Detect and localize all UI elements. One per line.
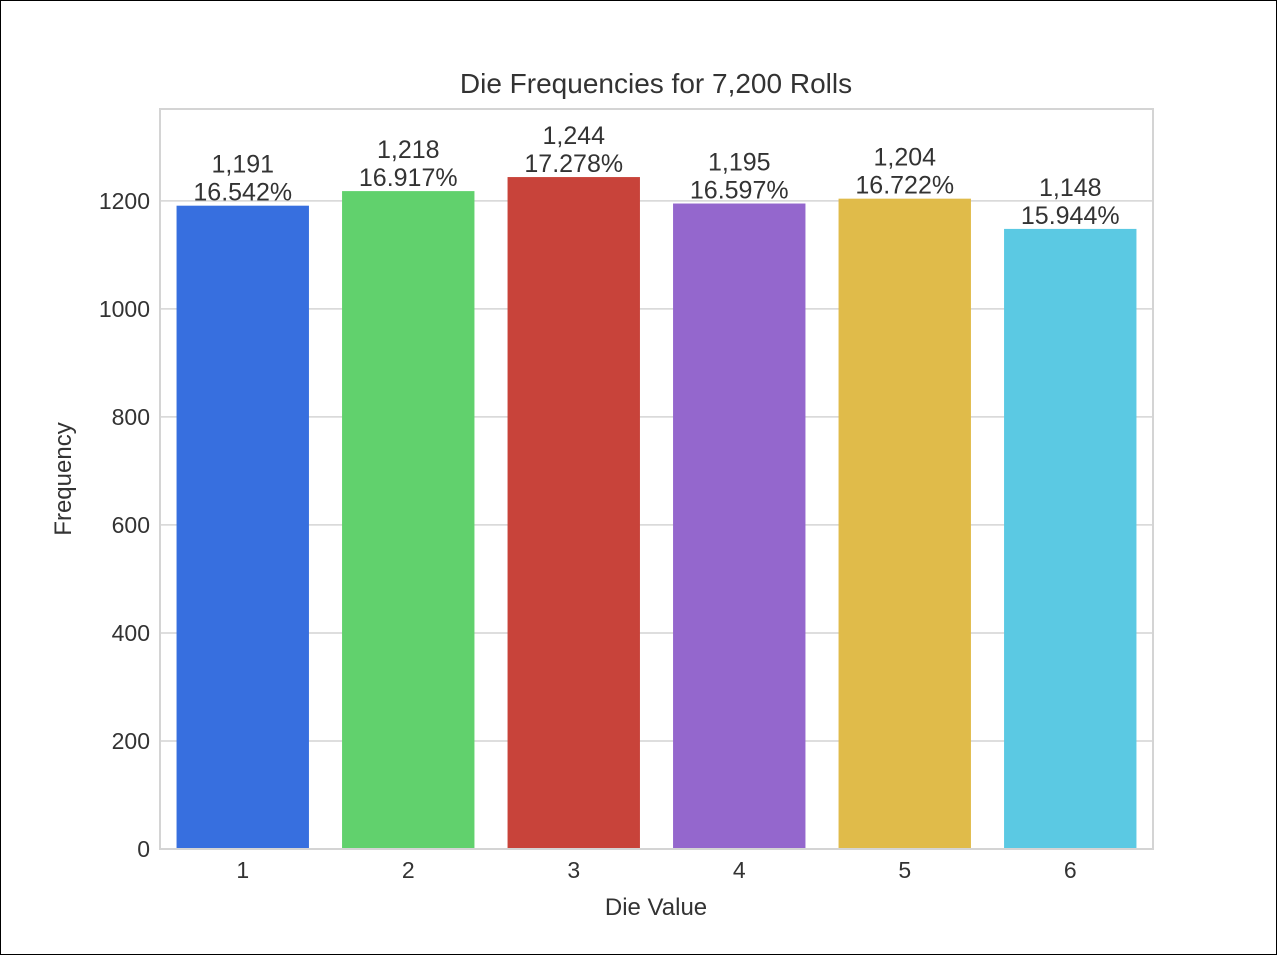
y-tick-label: 600 <box>112 512 150 538</box>
bar-4 <box>673 203 806 850</box>
data-label-count: 1,148 <box>1039 174 1102 202</box>
data-label-percent: 17.278% <box>524 150 623 178</box>
chart-title: Die Frequencies for 7,200 Rolls <box>460 68 852 99</box>
x-tick-labels: 1 2 3 4 5 6 <box>236 857 1076 883</box>
bar-3 <box>507 177 640 849</box>
data-label-count: 1,191 <box>211 151 274 179</box>
plot-frame <box>159 108 1154 850</box>
data-label-percent: 15.944% <box>1021 202 1120 230</box>
data-label-count: 1,218 <box>377 136 440 164</box>
y-tick-labels: 0 200 400 600 800 1000 1200 <box>99 188 150 862</box>
data-label-percent: 16.722% <box>855 172 954 200</box>
gridlines <box>160 200 1153 850</box>
x-tick-label: 3 <box>567 857 580 883</box>
x-tick-label: 1 <box>236 857 249 883</box>
data-label-count: 1,244 <box>542 122 605 150</box>
data-label-percent: 16.917% <box>359 164 458 192</box>
y-tick-label: 0 <box>137 836 150 862</box>
y-tick-label: 1000 <box>99 296 150 322</box>
data-label-percent: 16.597% <box>690 177 789 205</box>
y-tick-label: 1200 <box>99 188 150 214</box>
x-tick-label: 5 <box>898 857 911 883</box>
x-tick-label: 2 <box>402 857 415 883</box>
x-tick-label: 6 <box>1064 857 1077 883</box>
data-label-count: 1,204 <box>873 144 936 172</box>
y-tick-label: 200 <box>112 728 150 754</box>
y-axis-label: Frequency <box>50 422 77 535</box>
x-axis-label: Die Value <box>605 894 707 921</box>
y-tick-label: 800 <box>112 404 150 430</box>
data-label-count: 1,195 <box>708 149 771 177</box>
bar-5 <box>838 198 971 849</box>
bar-6 <box>1004 228 1137 849</box>
bar-1 <box>176 205 309 849</box>
bar-2 <box>342 191 475 850</box>
bars <box>176 177 1137 850</box>
x-tick-label: 4 <box>733 857 746 883</box>
y-tick-label: 400 <box>112 620 150 646</box>
data-label-percent: 16.542% <box>193 179 292 207</box>
